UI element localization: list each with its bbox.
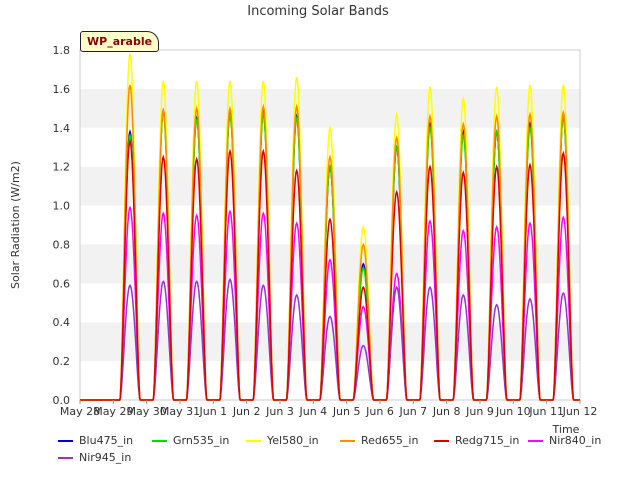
x-tick-label: May 29	[93, 405, 133, 418]
legend-swatch	[246, 439, 261, 442]
series-line-nir945-in	[80, 278, 580, 401]
x-tick-label: Jun 9	[465, 405, 494, 418]
x-tick-label: Jun 5	[332, 405, 361, 418]
x-tick-label: Jun 3	[265, 405, 294, 418]
legend-swatch	[58, 456, 73, 459]
legend-swatch	[152, 439, 167, 442]
x-tick-label: May 28	[60, 405, 100, 418]
grid-band	[80, 127, 580, 167]
series-layer	[80, 53, 580, 401]
legend-item: Blu475_in	[58, 434, 133, 447]
chart-title: Incoming Solar Bands	[247, 4, 389, 19]
legend-swatch	[528, 439, 543, 442]
legend-item: Grn535_in	[152, 434, 229, 447]
plot-background	[80, 50, 580, 400]
y-tick-label: 1.8	[53, 44, 71, 57]
x-tick-label: Jun 11	[528, 405, 564, 418]
x-tick-label: Jun 2	[232, 405, 261, 418]
legend-label: Grn535_in	[173, 434, 230, 447]
x-tick-label: May 30	[127, 405, 167, 418]
y-tick-label: 0.2	[53, 355, 71, 368]
grid-band	[80, 244, 580, 284]
grid-band	[80, 88, 580, 128]
plot-frame	[79, 49, 581, 401]
series-line-nir840-in	[80, 205, 580, 401]
x-tick-label: Jun 4	[298, 405, 327, 418]
legend-label: Red655_in	[361, 434, 419, 447]
y-tick-label: 1.4	[53, 122, 71, 135]
y-tick-label: 1.0	[53, 200, 71, 213]
x-tick-label: May 31	[160, 405, 200, 418]
legend-swatch	[434, 439, 449, 442]
x-axis-label: Time	[552, 423, 580, 436]
series-line-redg715-in	[80, 138, 580, 401]
grid-band	[80, 361, 580, 400]
legend-item: Nir840_in	[528, 434, 601, 447]
y-tick-label: 1.6	[53, 83, 71, 96]
x-tick-label: Jun 6	[365, 405, 394, 418]
x-tick-label: Jun 10	[495, 405, 531, 418]
y-tick-label: 0.6	[53, 277, 71, 290]
grid-band	[80, 50, 580, 89]
x-tick-label: Jun 1	[198, 405, 227, 418]
legend-label: Blu475_in	[79, 434, 134, 447]
legend-swatch	[340, 439, 355, 442]
y-tick-label: 0.4	[53, 316, 71, 329]
y-axis: 0.0 0.2 0.4 0.6 0.8 1.0 1.2 1.4 1.6 1.8	[53, 44, 71, 407]
legend-item: Yel580_in	[246, 434, 319, 447]
legend-label: Yel580_in	[267, 434, 319, 447]
y-tick-label: 1.2	[53, 161, 71, 174]
y-tick-label: 0.0	[53, 394, 71, 407]
legend-label: Nir945_in	[79, 451, 132, 464]
series-line-red655-in	[80, 84, 580, 401]
legend-swatch	[58, 439, 73, 442]
legend-label: Nir840_in	[549, 434, 602, 447]
legend-label: Redg715_in	[455, 434, 520, 447]
grid-band	[80, 166, 580, 206]
grid-band	[80, 205, 580, 245]
y-axis-label: Solar Radiation (W/m2)	[9, 161, 22, 289]
x-tick-label: Jun 8	[432, 405, 461, 418]
grid-band	[80, 322, 580, 362]
legend-item: Nir945_in	[58, 451, 131, 464]
legend-item: Red655_in	[340, 434, 418, 447]
legend-item: Redg715_in	[434, 434, 519, 447]
y-tick-label: 0.8	[53, 238, 71, 251]
x-tick-label: Jun 12	[562, 405, 598, 418]
site-badge: WP_arable	[80, 31, 160, 52]
x-tick-label: Jun 7	[398, 405, 427, 418]
series-line-yel580-in	[80, 53, 580, 401]
